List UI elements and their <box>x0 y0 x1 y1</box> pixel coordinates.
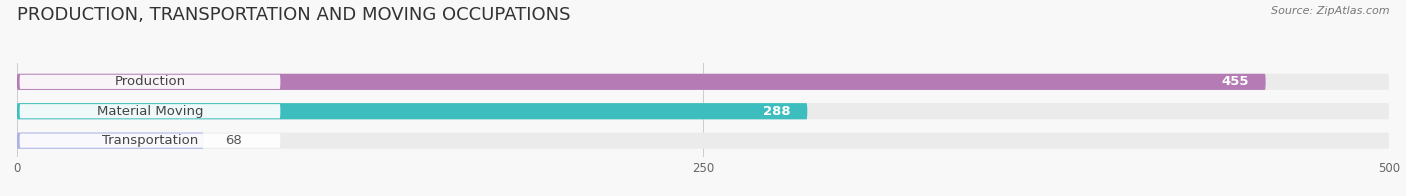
Text: Production: Production <box>114 75 186 88</box>
FancyBboxPatch shape <box>17 103 1389 119</box>
FancyBboxPatch shape <box>20 133 280 148</box>
FancyBboxPatch shape <box>20 104 280 118</box>
FancyBboxPatch shape <box>17 132 1389 149</box>
Text: Material Moving: Material Moving <box>97 105 204 118</box>
Text: 68: 68 <box>225 134 242 147</box>
Text: Transportation: Transportation <box>101 134 198 147</box>
Text: Source: ZipAtlas.com: Source: ZipAtlas.com <box>1271 6 1389 16</box>
Text: PRODUCTION, TRANSPORTATION AND MOVING OCCUPATIONS: PRODUCTION, TRANSPORTATION AND MOVING OC… <box>17 6 571 24</box>
Text: 455: 455 <box>1222 75 1249 88</box>
FancyBboxPatch shape <box>17 132 204 149</box>
Text: 288: 288 <box>763 105 790 118</box>
FancyBboxPatch shape <box>17 74 1265 90</box>
FancyBboxPatch shape <box>20 75 280 89</box>
FancyBboxPatch shape <box>17 103 807 119</box>
FancyBboxPatch shape <box>17 74 1389 90</box>
